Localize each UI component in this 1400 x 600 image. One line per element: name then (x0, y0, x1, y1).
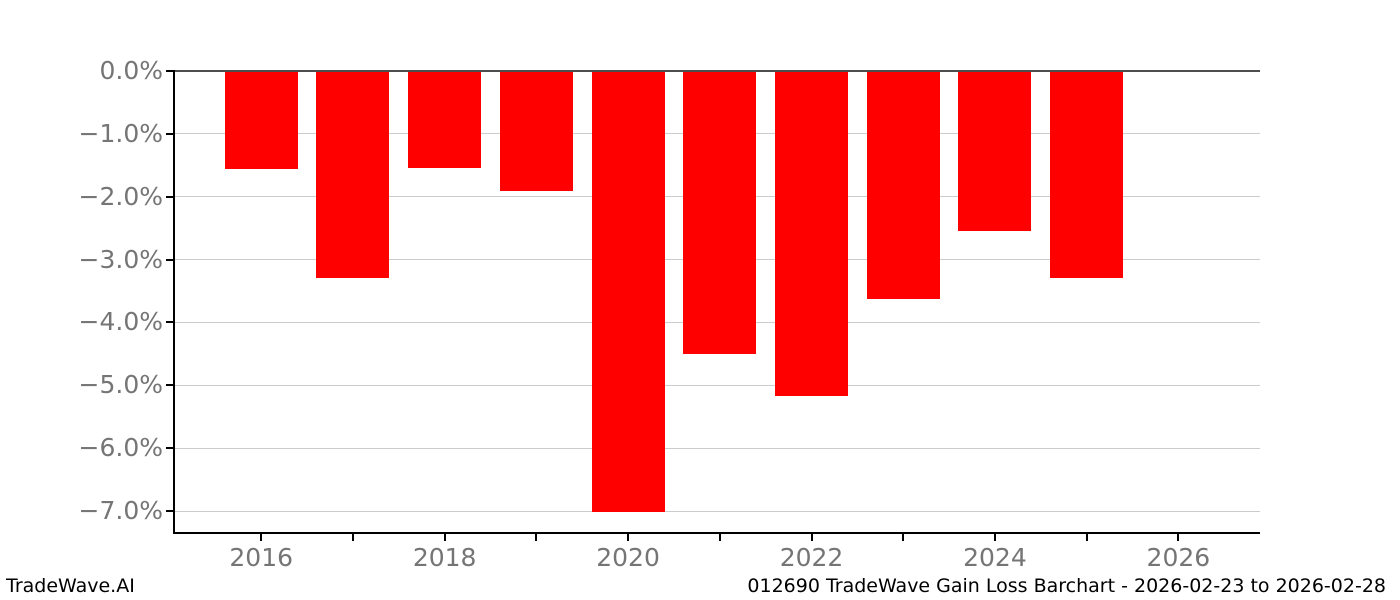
y-tick-label--2: −2.0% (78, 181, 163, 211)
x-tick-mark-2025 (1085, 534, 1088, 541)
y-tick-label-0: 0.0% (99, 56, 163, 85)
y-tick-mark--2 (166, 195, 173, 198)
y-tick-mark-0 (166, 70, 173, 72)
bar-2018 (408, 72, 482, 169)
y-tick-mark--3 (166, 258, 173, 261)
x-tick-mark-2016 (260, 534, 263, 541)
y-tick-label--6: −6.0% (78, 433, 163, 463)
x-tick-label-2020: 2020 (596, 543, 660, 572)
gridline--6 (175, 447, 1260, 449)
x-tick-label-2018: 2018 (412, 543, 477, 572)
gridline--7 (175, 510, 1260, 512)
x-tick-label-2022: 2022 (779, 543, 844, 572)
y-tick-label--5: −5.0% (78, 370, 163, 400)
x-tick-mark-2024 (993, 534, 996, 541)
bar-2023 (866, 72, 940, 299)
x-tick-mark-2021 (718, 534, 721, 541)
y-tick-mark--7 (166, 510, 173, 512)
bar-2025 (1050, 72, 1124, 279)
y-tick-label--4: −4.0% (78, 307, 163, 337)
bar-2016 (224, 72, 298, 169)
bar-2024 (958, 72, 1032, 232)
x-tick-mark-2022 (810, 534, 813, 541)
bar-2020 (591, 72, 665, 512)
bar-2021 (683, 72, 757, 355)
x-tick-mark-2020 (627, 534, 630, 541)
plot-area (173, 70, 1260, 534)
y-tick-mark--1 (166, 132, 173, 135)
x-tick-mark-2026 (1177, 534, 1180, 541)
x-tick-label-2026: 2026 (1146, 543, 1211, 572)
watermark-brand: TradeWave.AI (6, 575, 135, 597)
axis-bottom-spine (173, 532, 1260, 534)
y-tick-mark--4 (166, 321, 173, 324)
axis-top-spine (175, 70, 1260, 72)
bar-2017 (316, 72, 390, 278)
y-tick-label--3: −3.0% (78, 244, 163, 274)
y-tick-mark--5 (166, 384, 173, 387)
bar-2022 (775, 72, 848, 397)
x-tick-mark-2023 (902, 534, 905, 541)
y-tick-mark--6 (166, 447, 173, 450)
bar-2019 (499, 72, 573, 192)
axis-left-spine (173, 70, 175, 534)
x-tick-mark-2017 (351, 534, 354, 541)
chart-caption: 012690 TradeWave Gain Loss Barchart - 20… (747, 575, 1386, 597)
x-tick-label-2024: 2024 (963, 543, 1027, 572)
gridline--5 (175, 384, 1260, 386)
y-tick-label--1: −1.0% (78, 118, 163, 148)
y-tick-label--7: −7.0% (78, 496, 163, 525)
x-tick-label-2016: 2016 (229, 543, 294, 572)
x-tick-mark-2018 (443, 534, 446, 541)
x-tick-mark-2019 (535, 534, 538, 541)
